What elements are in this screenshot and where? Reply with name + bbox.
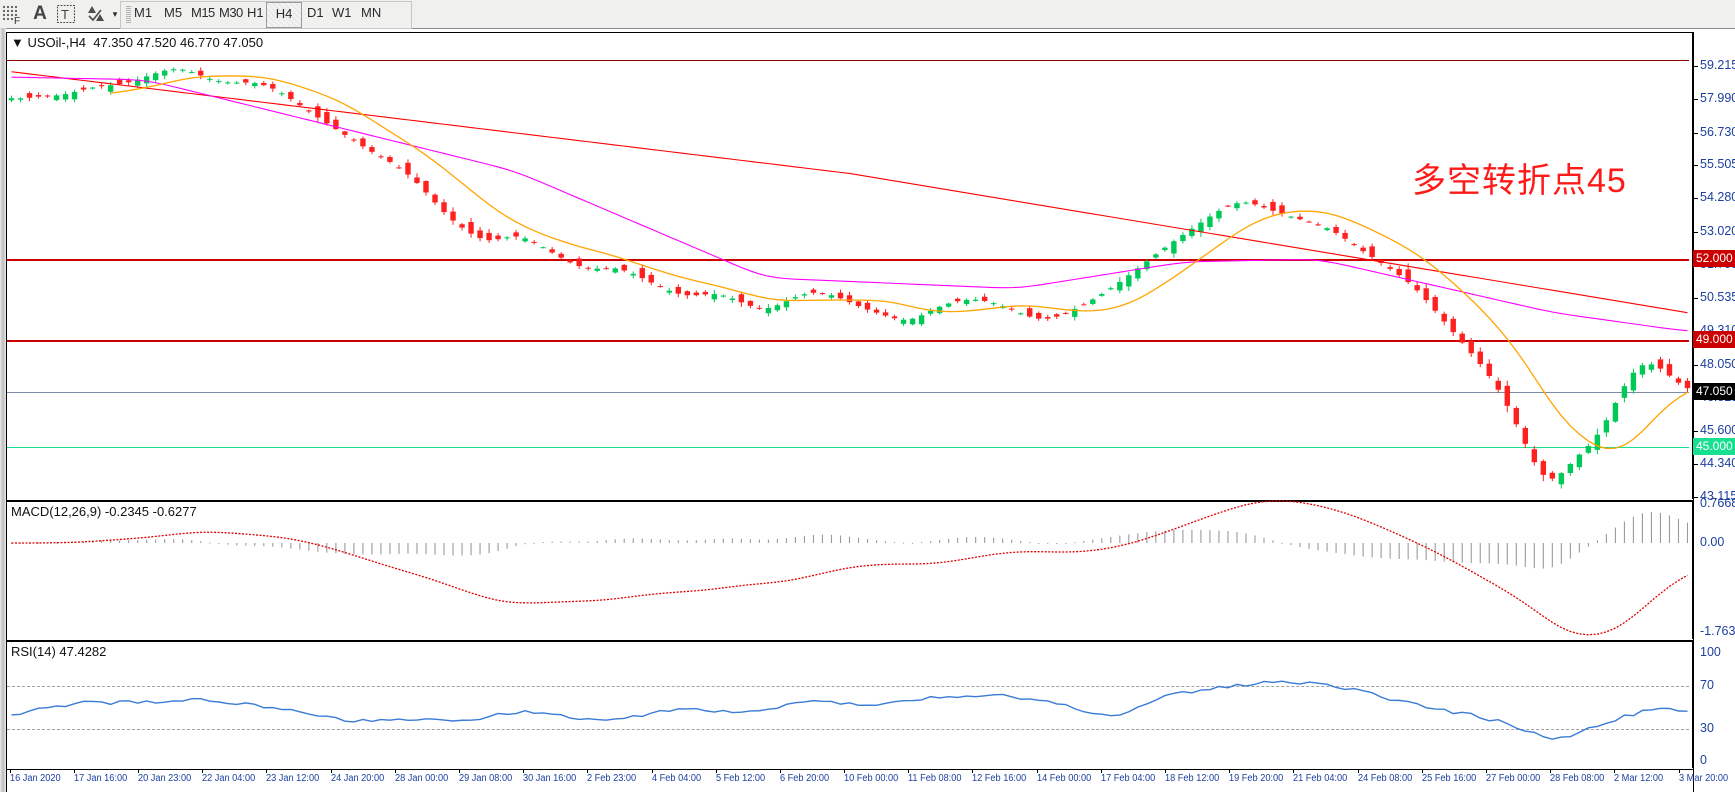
svg-text:T: T — [61, 7, 69, 22]
svg-text:F: F — [14, 16, 20, 25]
